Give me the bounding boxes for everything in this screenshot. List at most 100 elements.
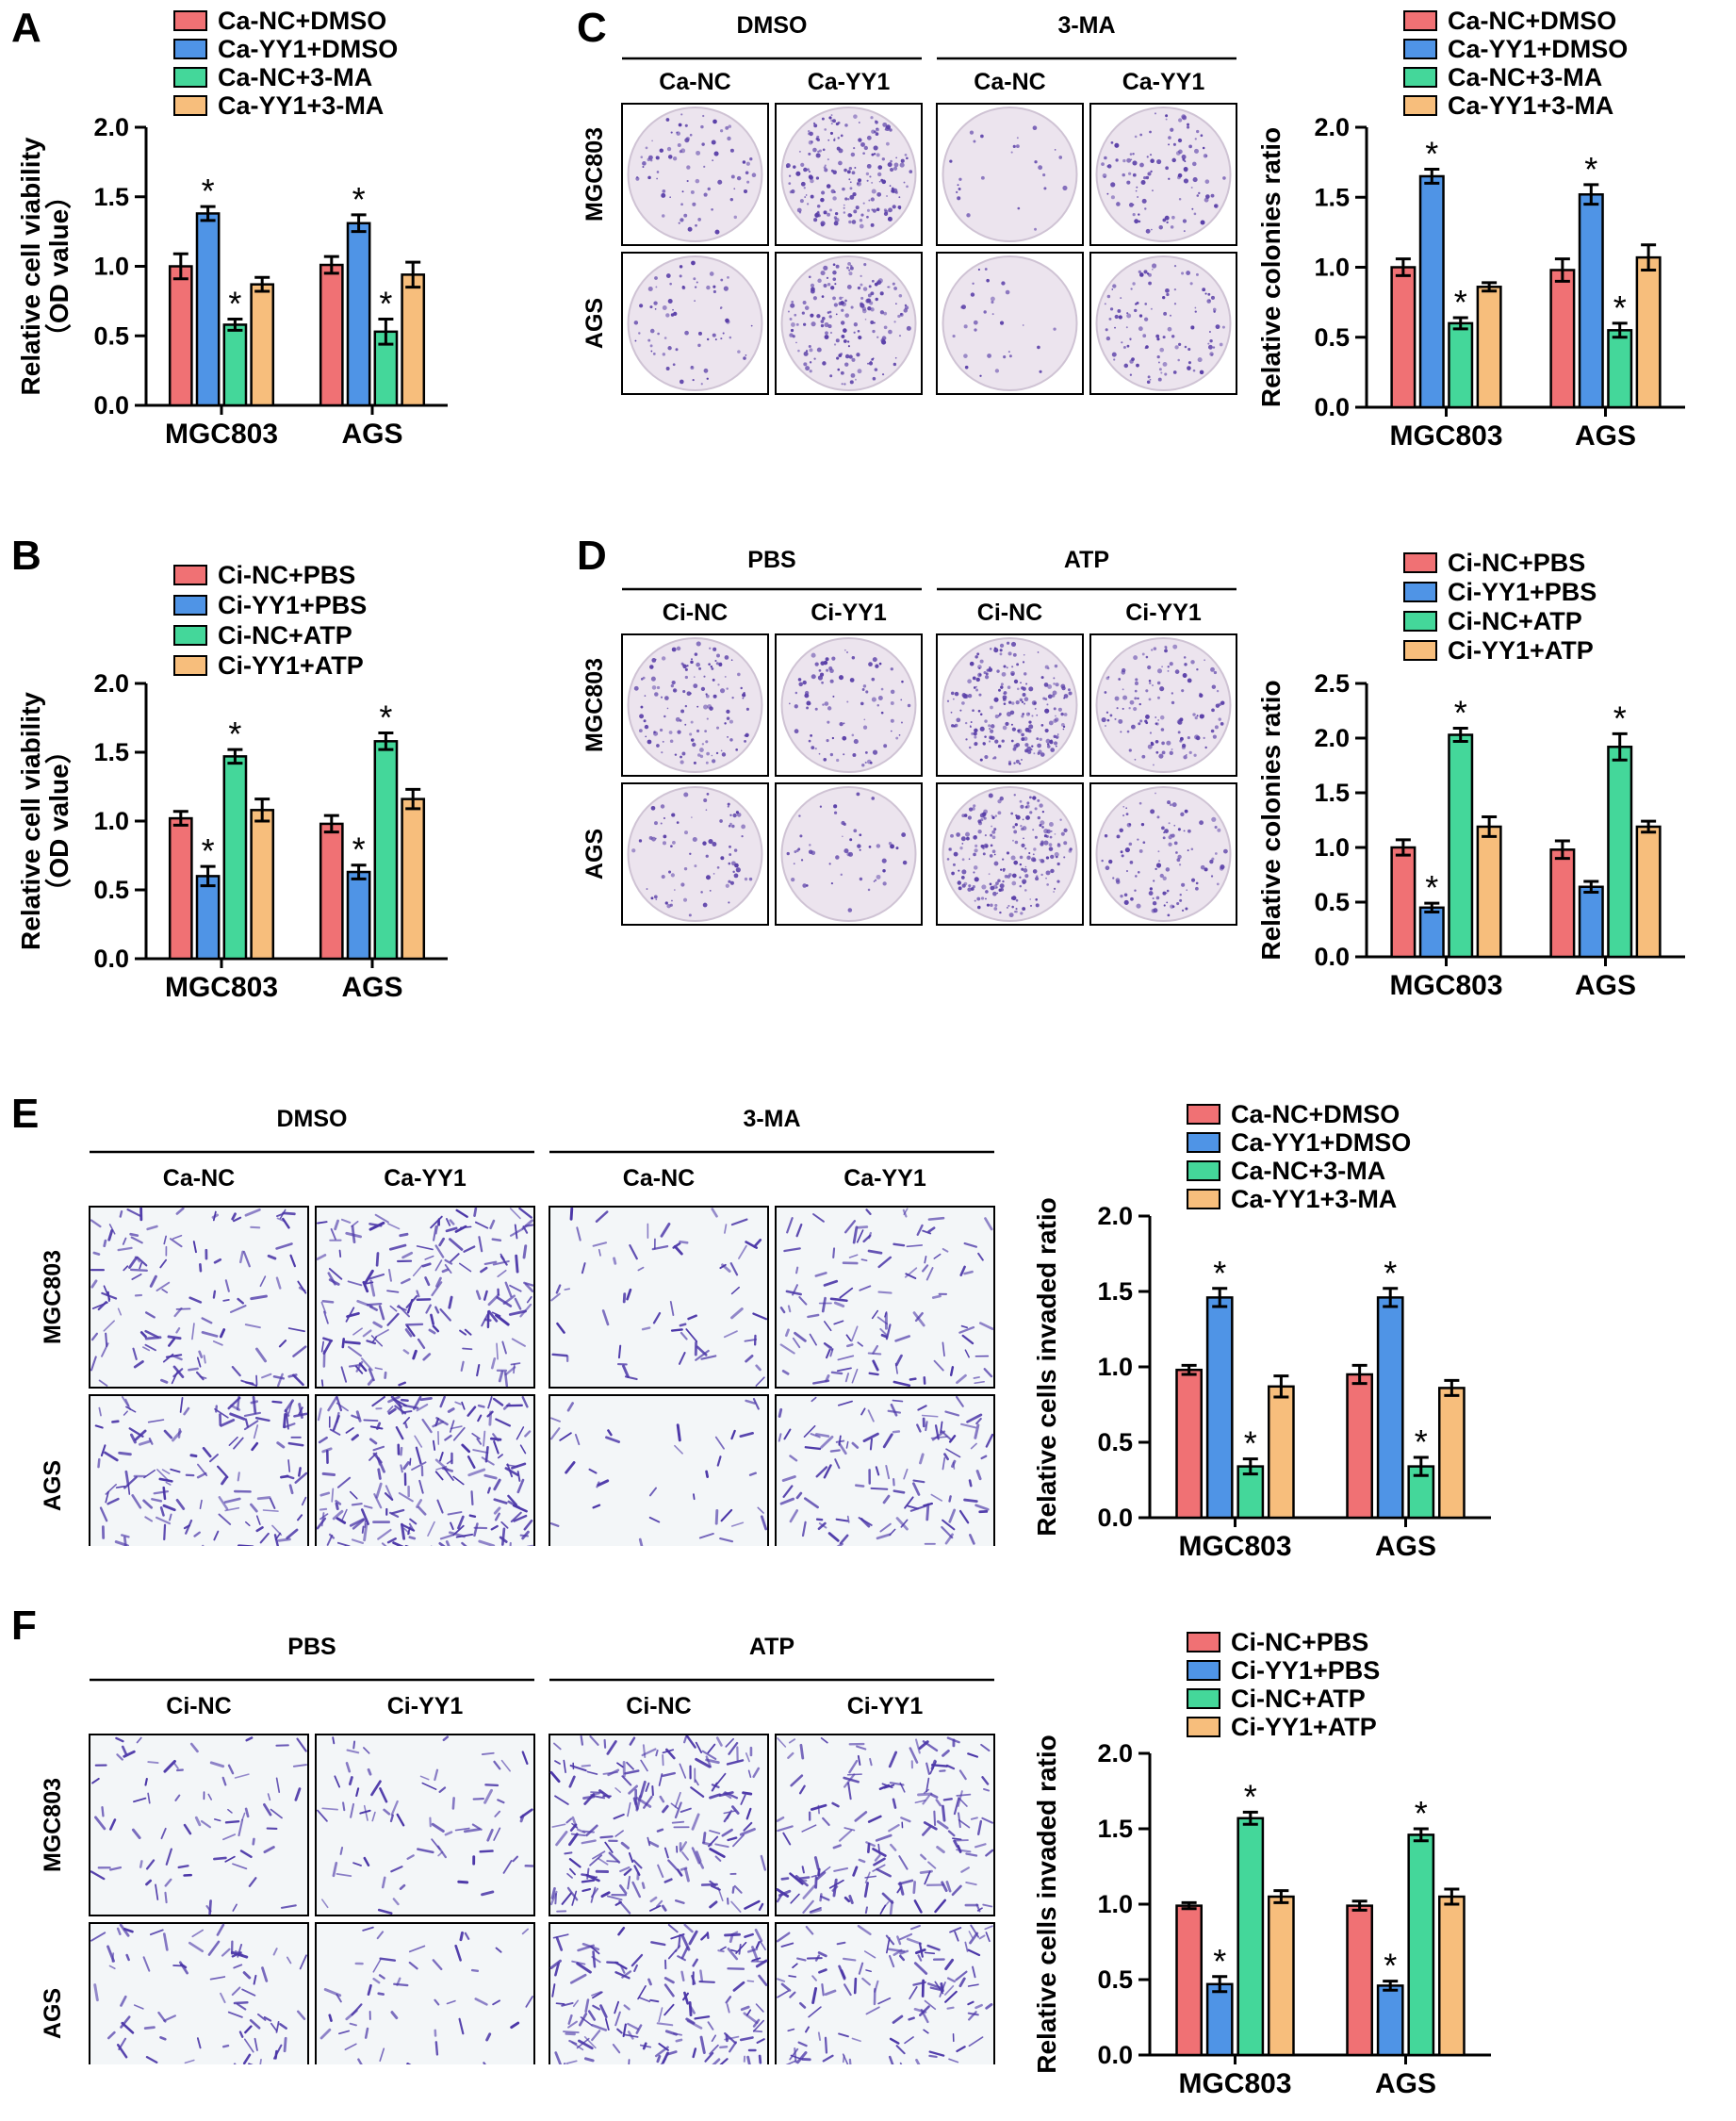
y-tick-label: 0.0 (93, 945, 129, 973)
legend-swatch (1403, 39, 1437, 59)
bar (195, 212, 221, 407)
y-tick-label: 1.5 (93, 183, 129, 211)
significance-mark: * (1613, 288, 1627, 327)
significance-mark: * (379, 699, 392, 737)
x-tick-label: MGC803 (165, 419, 278, 450)
colony-dots (1104, 263, 1225, 385)
bar (222, 755, 248, 961)
group-header: PBS (287, 1634, 336, 1660)
culture-dish (627, 255, 763, 391)
culture-dish (627, 786, 763, 922)
colony-dots (949, 125, 1068, 231)
significance-mark: * (1584, 150, 1597, 189)
culture-dish (780, 255, 917, 391)
column-header: Ci-YY1 (847, 1693, 924, 1719)
y-tick-label: 2.0 (93, 669, 129, 698)
row-label: AGS (40, 1460, 66, 1511)
bar (346, 870, 371, 961)
column-header: Ca-NC (659, 69, 730, 95)
bar (401, 797, 426, 961)
y-tick-label: 2.0 (1314, 724, 1350, 752)
legend-swatch (173, 39, 207, 59)
legend-swatch (1403, 10, 1437, 31)
bar (1437, 1387, 1466, 1520)
y-tick-label: 0.0 (1314, 393, 1350, 421)
bar (1175, 1904, 1204, 2057)
image-frame (89, 1206, 309, 1389)
significance-mark: * (1454, 283, 1467, 321)
culture-dish (627, 107, 763, 242)
significance-mark: * (1213, 1254, 1226, 1292)
legend-label: Ca-YY1+DMSO (1231, 1128, 1411, 1157)
significance-mark: * (1415, 1794, 1428, 1833)
culture-dish (780, 107, 917, 242)
invaded-cells (549, 1735, 767, 1915)
y-tick-label: 2.0 (1314, 113, 1350, 141)
significance-mark: * (1613, 699, 1627, 737)
colony-dots (631, 792, 753, 917)
bar (1390, 846, 1417, 959)
legend-label: Ci-YY1+ATP (1231, 1713, 1377, 1741)
bar (1205, 1296, 1234, 1520)
colony-dots (952, 268, 1056, 377)
image-frame (89, 1394, 309, 1546)
bar (250, 283, 275, 407)
panel-label-e: E (11, 1091, 40, 1137)
image-frame (315, 1734, 535, 1916)
culture-dish (1095, 107, 1232, 242)
y-tick-label: 1.5 (93, 738, 129, 766)
legend-swatch (1403, 95, 1437, 116)
column-header: Ci-NC (626, 1693, 691, 1719)
significance-mark: * (1384, 1947, 1397, 1985)
y-tick-label: 0.0 (1097, 2041, 1133, 2069)
column-header: Ca-YY1 (843, 1165, 926, 1192)
invaded-cells (316, 1207, 534, 1388)
significance-mark: * (1454, 694, 1467, 732)
significance-mark: * (1425, 868, 1438, 907)
bar (1476, 286, 1502, 409)
culture-dish (942, 107, 1078, 242)
significance-mark: * (1244, 1777, 1257, 1816)
legend-label: Ca-YY1+DMSO (1448, 35, 1628, 63)
bar (1635, 825, 1662, 959)
image-frame (549, 1206, 769, 1389)
chart-e: Ca-NC+DMSOCa-YY1+DMSOCa-NC+3-MACa-YY1+3-… (1032, 1100, 1491, 1562)
group-header: ATP (1064, 547, 1109, 573)
group-header: PBS (747, 547, 795, 573)
bar (373, 740, 399, 961)
column-header: Ci-YY1 (1125, 600, 1202, 626)
legend-swatch (1187, 1632, 1220, 1652)
panel-label-b: B (11, 533, 41, 579)
culture-dish (1095, 786, 1232, 922)
legend-swatch (1187, 1160, 1220, 1181)
colony-grid-c: DMSO 3-MA Ca-NC Ca-YY1 Ca-NC Ca-YY1 MGC803 AGS (581, 12, 1237, 395)
y-axis-label: Relative cells invaded ratio (1032, 1197, 1061, 1537)
bar (319, 263, 344, 407)
column-header: Ca-YY1 (808, 69, 891, 95)
y-axis-label: Relative colonies ratio (1256, 127, 1286, 407)
y-tick-label: 1.5 (1314, 183, 1350, 211)
bar (401, 273, 426, 407)
row-label: AGS (581, 298, 608, 349)
group-header: ATP (749, 1634, 794, 1660)
y-tick-label: 0.5 (1314, 888, 1350, 916)
legend-swatch (1187, 1660, 1220, 1681)
invaded-cells (549, 1923, 768, 2064)
legend-swatch (1403, 552, 1437, 573)
bar (1175, 1368, 1204, 1520)
legend-swatch (1187, 1688, 1220, 1709)
colony-dots (946, 793, 1073, 918)
significance-mark: * (1384, 1254, 1397, 1292)
culture-dish (627, 637, 763, 773)
legend-label: Ci-NC+ATP (218, 621, 352, 649)
image-frame (775, 1922, 995, 2064)
y-tick-label: 1.0 (93, 807, 129, 835)
panel-label-d: D (577, 533, 607, 579)
bar (319, 822, 344, 961)
legend-label: Ci-NC+ATP (1231, 1685, 1366, 1713)
legend-label: Ci-NC+PBS (218, 561, 355, 589)
legend-swatch (173, 95, 207, 116)
y-tick-label: 1.5 (1097, 1277, 1133, 1306)
invaded-cells (316, 1395, 534, 1546)
colony-dots (946, 641, 1073, 765)
